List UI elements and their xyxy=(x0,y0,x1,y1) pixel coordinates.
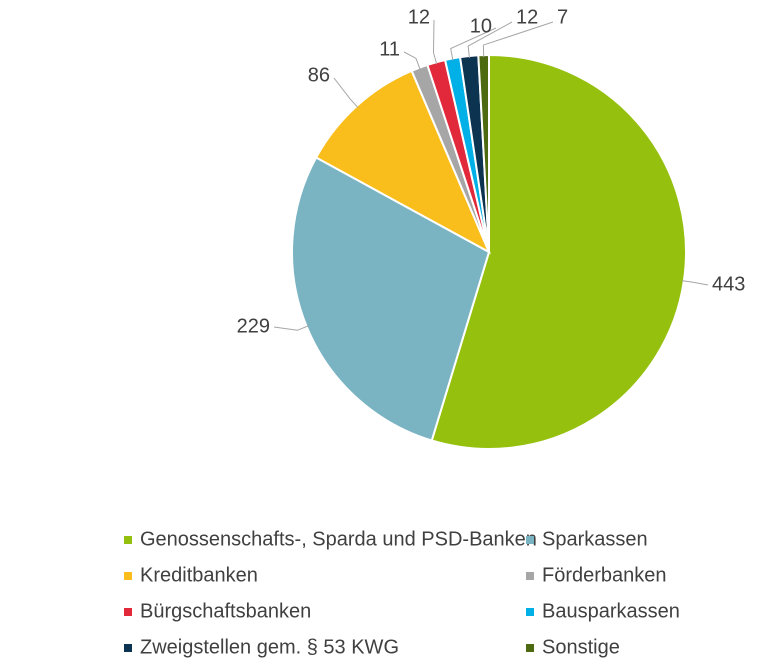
legend-label: Sparkassen xyxy=(542,528,648,550)
leader-line xyxy=(333,77,359,108)
leader-line xyxy=(273,325,309,331)
legend-label: Kreditbanken xyxy=(140,564,258,586)
leader-line xyxy=(403,51,421,70)
data-label: 12 xyxy=(516,6,538,28)
legend-label: Förderbanken xyxy=(542,564,667,586)
legend-swatch xyxy=(526,608,534,616)
data-label: 11 xyxy=(379,38,400,60)
data-label: 12 xyxy=(408,6,430,28)
data-label: 229 xyxy=(237,315,270,337)
legend-swatch xyxy=(526,536,534,544)
legend-label: Genossenschafts-, Sparda und PSD-Banken xyxy=(140,528,537,550)
data-label: 86 xyxy=(308,64,330,86)
legend-label: Bausparkassen xyxy=(542,600,680,622)
legend-swatch xyxy=(124,644,132,652)
legend-label: Zweigstellen gem. § 53 KWG xyxy=(140,636,399,658)
leader-line xyxy=(450,27,497,61)
legend-label: Sonstige xyxy=(542,636,620,658)
legend-swatch xyxy=(124,536,132,544)
leader-line xyxy=(432,19,438,65)
legend-swatch xyxy=(526,644,534,652)
leader-line xyxy=(681,280,709,286)
legend-swatch xyxy=(526,572,534,580)
data-label: 443 xyxy=(712,273,745,295)
leader-line xyxy=(482,21,554,58)
data-label: 10 xyxy=(470,15,492,37)
legend-swatch xyxy=(124,572,132,580)
leader-line xyxy=(467,21,513,59)
data-label: 7 xyxy=(557,6,568,28)
legend-label: Bürgschaftsbanken xyxy=(140,600,311,622)
legend-swatch xyxy=(124,608,132,616)
